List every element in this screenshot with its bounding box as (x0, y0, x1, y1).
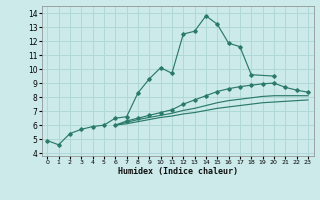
X-axis label: Humidex (Indice chaleur): Humidex (Indice chaleur) (118, 167, 237, 176)
